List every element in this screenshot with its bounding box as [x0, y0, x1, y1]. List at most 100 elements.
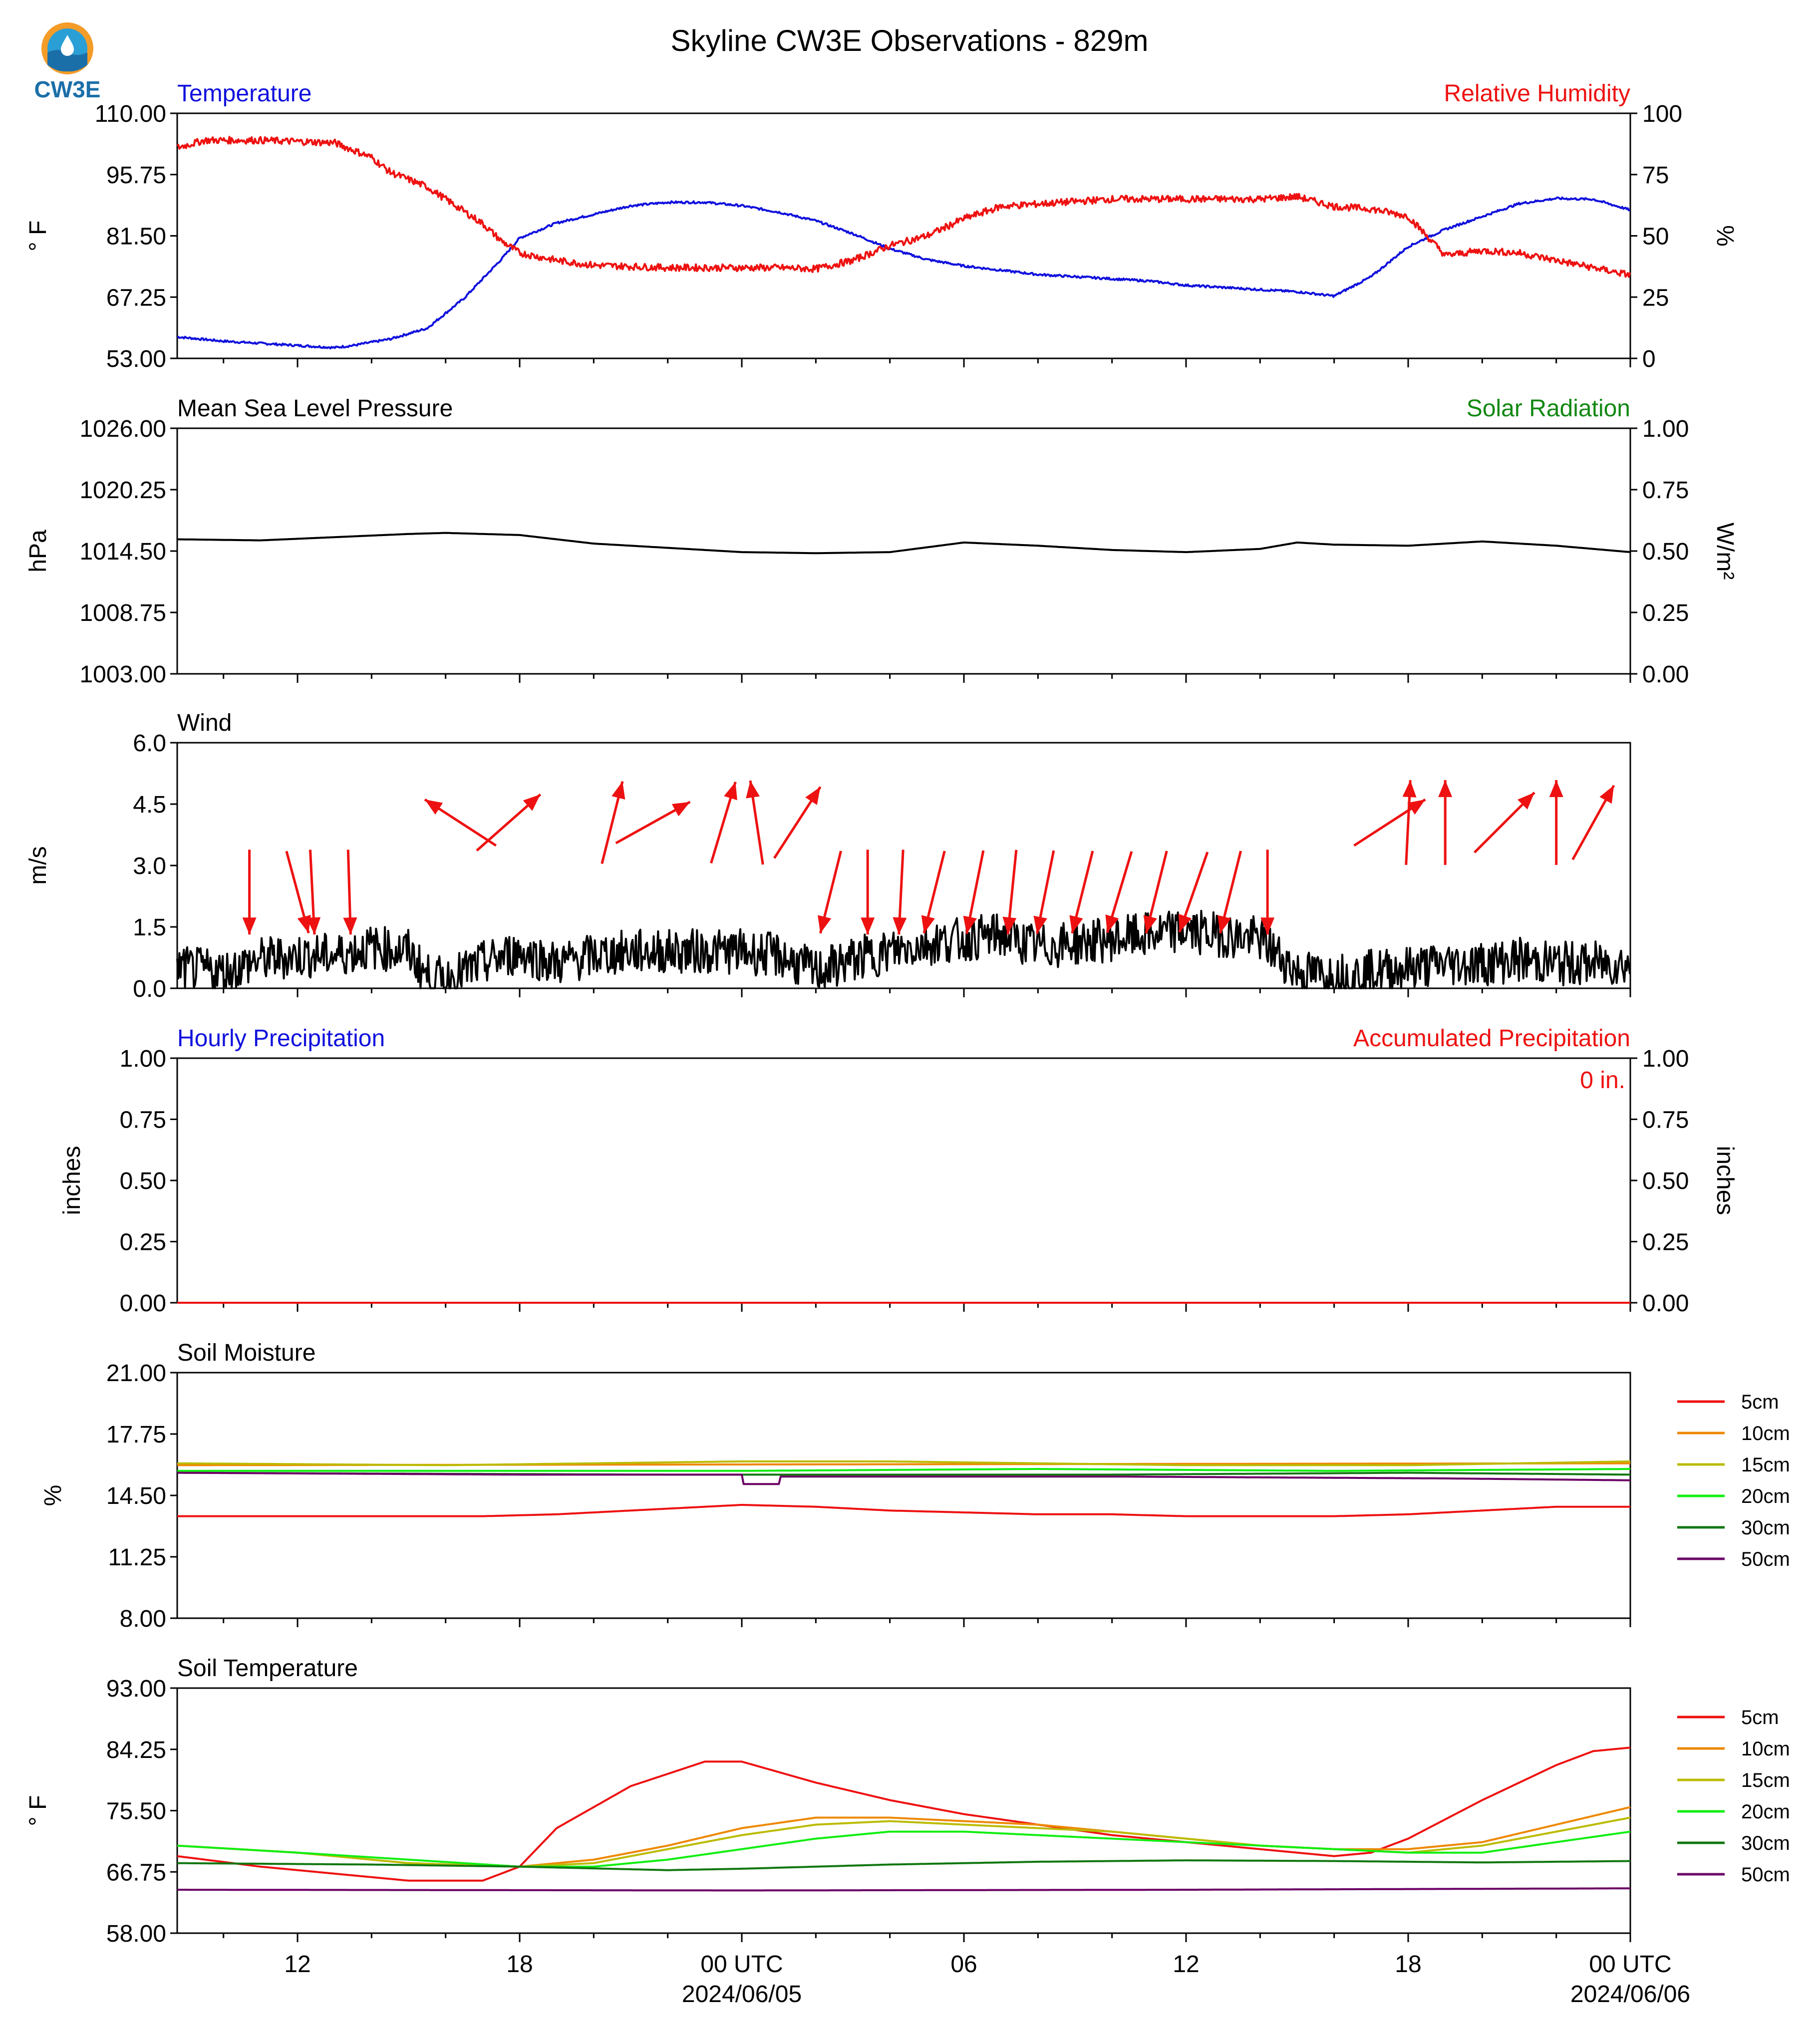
wind-arrow-head	[818, 915, 832, 933]
y-tick-label: 84.25	[106, 1737, 166, 1763]
wind-arrow	[424, 798, 497, 847]
series-line-50cm	[177, 1471, 1630, 1485]
y-tick-label: 0.0	[133, 976, 166, 1002]
wind-arrow-head	[1402, 780, 1417, 798]
wind-arrow-head	[1105, 914, 1119, 933]
left-title: Temperature	[177, 80, 311, 107]
wind-arrow	[1002, 850, 1018, 935]
wind-arrow	[1217, 851, 1242, 934]
y-tick-label: 93.00	[106, 1676, 166, 1702]
y-tick-label: 21.00	[106, 1360, 166, 1387]
panel-soil-temperature: Soil Temperature 58.00 66.75 75.50 84.25 93.0…	[25, 1655, 1790, 1947]
y-axis-label: ° F	[25, 1795, 51, 1826]
y-tick-label: 3.0	[133, 853, 166, 879]
series-line-left	[176, 909, 1631, 989]
wind-arrow-head	[1033, 915, 1047, 934]
y-axis-label: ° F	[25, 221, 51, 252]
legend-label: 50cm	[1741, 1548, 1790, 1570]
wind-arrow	[1260, 850, 1275, 935]
y-tick-label: 58.00	[106, 1921, 166, 1947]
y-tick-label-right: 0.50	[1642, 1168, 1689, 1194]
wind-arrow-head	[1438, 780, 1453, 797]
y-tick-label: 67.25	[106, 285, 166, 311]
y-tick-label: 4.5	[133, 792, 166, 818]
plot-frame	[176, 1372, 1631, 1619]
wind-arrow-head	[523, 794, 541, 811]
series-line-30cm	[177, 1859, 1630, 1871]
right-title: Accumulated Precipitation	[1353, 1025, 1630, 1052]
wind-arrow	[893, 850, 907, 935]
wind-arrow-head	[425, 799, 443, 815]
page-title: Skyline CW3E Observations - 829m	[670, 24, 1148, 57]
y-tick-label: 0.50	[120, 1168, 166, 1194]
left-title: Mean Sea Level Pressure	[177, 395, 453, 422]
x-tick-label: 18	[1395, 1951, 1421, 1978]
y-tick-label: 75.50	[106, 1798, 166, 1825]
right-title: Relative Humidity	[1444, 80, 1630, 107]
y-axis-label: inches	[59, 1146, 85, 1215]
series-line-left	[177, 532, 1631, 555]
y-tick-label-right: 1.00	[1642, 1046, 1689, 1072]
wind-arrow	[615, 801, 691, 845]
wind-arrow	[921, 851, 946, 934]
legend-label: 10cm	[1741, 1738, 1790, 1760]
x-tick-label: 18	[506, 1951, 533, 1978]
wind-arrow	[746, 780, 764, 865]
wind-arrow-head	[1407, 799, 1426, 815]
wind-arrow-head	[724, 782, 738, 801]
y-axis-label-right: %	[1712, 225, 1738, 247]
y-tick-label-right: 0	[1642, 346, 1656, 372]
legend-label: 15cm	[1741, 1454, 1790, 1476]
y-axis-label-right: W/m²	[1712, 523, 1738, 580]
y-tick-label-right: 25	[1642, 285, 1669, 311]
wind-arrow	[963, 850, 985, 934]
legend-label: 15cm	[1741, 1769, 1790, 1791]
y-tick-label: 1008.75	[79, 600, 166, 626]
wind-arrow	[861, 850, 875, 935]
y-tick-label-right: 0.25	[1642, 1229, 1689, 1256]
wind-arrow	[1473, 792, 1535, 854]
legend-label: 5cm	[1741, 1707, 1779, 1729]
wind-arrow	[306, 850, 321, 935]
y-tick-label: 95.75	[106, 162, 166, 189]
y-tick-label: 1026.00	[79, 416, 166, 442]
y-axis-label: %	[40, 1485, 66, 1506]
wind-arrow	[1178, 852, 1209, 933]
legend-label: 20cm	[1741, 1485, 1790, 1507]
wind-arrow	[476, 793, 542, 852]
x-tick-label: 06	[950, 1951, 977, 1978]
wind-arrow-head	[1549, 780, 1563, 797]
x-tick-label: 00 UTC	[1589, 1951, 1671, 1978]
wind-arrow-head	[1178, 913, 1192, 932]
y-tick-label: 14.50	[106, 1483, 166, 1509]
y-tick-label: 110.00	[95, 101, 166, 127]
panel-temp-rh: Temperature Relative Humidity 53.00 67.25 81…	[25, 80, 1738, 372]
wind-arrow	[1143, 851, 1168, 934]
y-tick-label: 1.00	[120, 1046, 166, 1072]
wind-arrow	[773, 786, 822, 859]
right-title: Solar Radiation	[1467, 395, 1630, 422]
y-tick-label: 17.75	[106, 1422, 166, 1448]
y-tick-label-right: 0.00	[1642, 1290, 1689, 1317]
plot-frame	[176, 112, 1631, 359]
wind-arrow-head	[611, 781, 625, 800]
wind-arrow-head	[1002, 916, 1017, 934]
legend-label: 30cm	[1741, 1517, 1790, 1539]
y-tick-label-right: 50	[1642, 224, 1669, 250]
x-tick-label: 12	[284, 1951, 310, 1978]
left-title: Soil Moisture	[177, 1340, 315, 1366]
wind-arrow-head	[1069, 915, 1083, 933]
wind-arrow	[1402, 780, 1417, 865]
wind-arrow-head	[1517, 792, 1534, 810]
y-tick-label-right: 0.00	[1642, 661, 1689, 688]
wind-arrow-head	[893, 917, 907, 935]
series-line-20cm	[177, 1468, 1630, 1472]
y-tick-label: 1003.00	[79, 661, 166, 688]
y-tick-label-right: 0.75	[1642, 1107, 1689, 1134]
y-tick-label: 81.50	[106, 224, 166, 250]
y-tick-label: 0.00	[120, 1290, 166, 1317]
wind-arrow	[285, 851, 311, 934]
wind-arrow	[242, 850, 257, 935]
wind-arrow	[710, 781, 738, 864]
